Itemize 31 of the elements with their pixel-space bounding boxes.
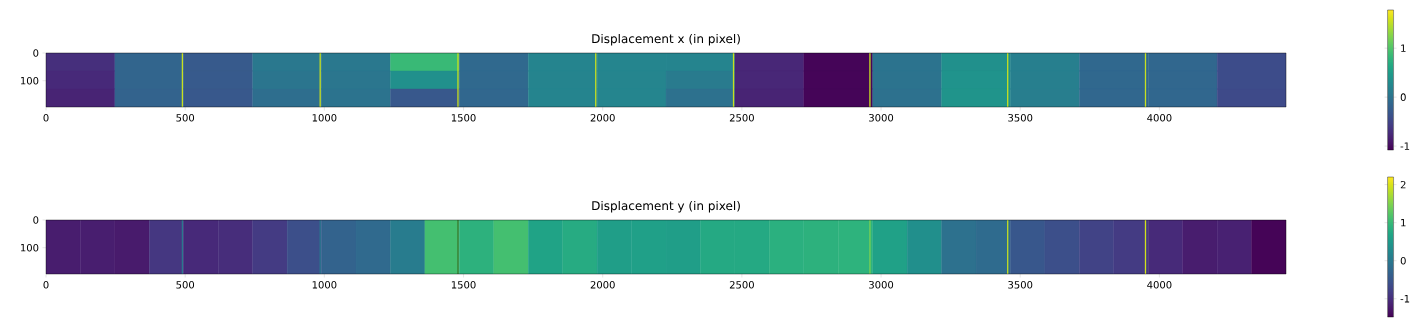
x-tick-label: 2000 <box>590 114 615 122</box>
x-tick-label: 3000 <box>869 281 894 289</box>
x-tick-label: 500 <box>176 114 195 122</box>
color-bar-label: 2 <box>1400 180 1406 189</box>
x-tick-label: 1500 <box>451 114 476 122</box>
x-tick-label: 2500 <box>729 281 754 289</box>
x-tick-label: 0 <box>43 281 49 289</box>
x-tick-label: 1500 <box>451 281 476 289</box>
x-tick-label: 2000 <box>590 281 615 289</box>
x-tick-label: 3000 <box>869 114 894 122</box>
chart-title: Displacement y (in pixel) <box>592 200 740 213</box>
x-tick-label: 3500 <box>1008 281 1033 289</box>
x-tick-label: 500 <box>176 281 195 289</box>
x-tick-label: 2500 <box>729 114 754 122</box>
x-tick-label: 4000 <box>1147 114 1172 122</box>
color-bar-label: 0 <box>1400 93 1406 101</box>
y-tick-label: 100 <box>21 76 39 85</box>
x-tick-label: 4000 <box>1147 281 1172 289</box>
x-tick-label: 1000 <box>312 281 337 289</box>
y-tick-label: 0 <box>33 216 39 224</box>
color-bar-label: 1 <box>1401 219 1406 227</box>
chart-title: Displacement x (in pixel) <box>592 33 740 46</box>
color-bar-label: -1 <box>1400 142 1410 150</box>
y-tick-label: 100 <box>21 243 39 252</box>
color-bar-label: -1 <box>1400 295 1410 303</box>
y-tick-label: 0 <box>33 49 39 57</box>
x-tick-label: 3500 <box>1008 114 1033 122</box>
color-bar-label: 0 <box>1400 256 1406 265</box>
x-tick-label: 1000 <box>312 114 337 122</box>
color-bar-label: 1 <box>1401 44 1406 52</box>
x-tick-label: 0 <box>43 114 49 122</box>
